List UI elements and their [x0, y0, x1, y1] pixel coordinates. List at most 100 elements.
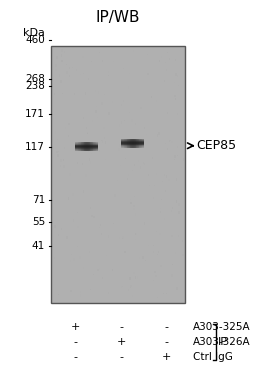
Bar — [174, 95, 176, 97]
Bar — [178, 85, 179, 86]
Text: 171: 171 — [25, 109, 45, 119]
Bar — [153, 280, 154, 281]
Text: -: - — [73, 337, 77, 347]
Bar — [162, 181, 163, 182]
Bar — [148, 245, 149, 246]
Bar — [138, 156, 139, 157]
Bar — [104, 94, 105, 95]
Bar — [65, 128, 66, 129]
Bar — [145, 260, 146, 262]
Bar — [171, 210, 172, 213]
Bar — [139, 257, 140, 259]
Bar — [156, 173, 157, 175]
Bar — [174, 159, 175, 160]
Bar — [122, 237, 123, 239]
Bar — [146, 134, 147, 135]
Bar — [63, 159, 64, 161]
Bar — [54, 225, 56, 228]
Bar — [90, 161, 91, 164]
Bar — [80, 294, 81, 297]
Bar — [156, 100, 157, 102]
Bar — [58, 294, 59, 295]
Text: Ctrl IgG: Ctrl IgG — [193, 352, 233, 362]
Bar — [77, 226, 79, 228]
Bar — [165, 62, 166, 63]
Bar — [183, 254, 184, 256]
Bar — [78, 142, 79, 151]
Bar — [119, 144, 120, 147]
Bar — [63, 165, 65, 168]
Bar — [101, 102, 103, 105]
Bar — [166, 69, 167, 71]
Bar — [167, 148, 168, 150]
Bar — [76, 148, 98, 149]
Bar — [175, 252, 176, 254]
Bar — [134, 164, 135, 166]
Bar — [177, 75, 178, 77]
Bar — [86, 174, 87, 177]
Bar — [127, 138, 128, 148]
Bar — [80, 291, 81, 293]
Text: kDa: kDa — [23, 28, 45, 38]
Bar — [137, 138, 138, 148]
Bar — [124, 119, 125, 121]
Bar — [164, 174, 165, 176]
Bar — [90, 142, 91, 151]
Bar — [130, 285, 132, 287]
Bar — [160, 211, 162, 213]
Bar — [144, 127, 145, 129]
Bar — [83, 267, 84, 269]
Bar — [161, 56, 163, 58]
Bar — [97, 117, 98, 118]
Bar — [76, 142, 77, 151]
Bar — [101, 233, 102, 234]
Bar — [85, 142, 86, 151]
Bar — [95, 142, 96, 151]
Bar — [82, 56, 84, 59]
Bar — [64, 147, 65, 149]
Text: 55: 55 — [32, 217, 45, 227]
Bar — [98, 142, 100, 144]
Bar — [138, 138, 139, 148]
Bar — [83, 142, 84, 151]
Bar — [132, 138, 133, 148]
Bar — [71, 254, 72, 256]
Bar — [81, 142, 82, 151]
Bar — [147, 54, 148, 55]
Bar — [60, 54, 62, 57]
Bar — [87, 132, 88, 134]
Bar — [134, 196, 135, 197]
Bar — [156, 231, 157, 232]
Bar — [161, 265, 162, 267]
Bar — [121, 145, 144, 146]
Bar — [64, 51, 65, 53]
Bar — [83, 73, 84, 75]
Bar — [125, 138, 126, 148]
Bar — [154, 185, 155, 186]
Bar — [102, 60, 103, 62]
Bar — [168, 179, 170, 181]
Bar — [99, 52, 100, 53]
Bar — [102, 277, 103, 279]
Bar — [157, 134, 158, 137]
Text: IP/WB: IP/WB — [96, 10, 140, 26]
Bar — [121, 140, 144, 141]
Bar — [108, 112, 110, 115]
Bar — [76, 150, 98, 151]
Bar — [139, 138, 140, 148]
Bar — [57, 139, 58, 140]
Bar — [100, 224, 101, 226]
Bar — [82, 142, 83, 151]
Bar — [119, 237, 120, 239]
Bar — [166, 175, 167, 178]
Bar — [80, 142, 81, 151]
Bar — [99, 151, 100, 152]
Bar — [76, 143, 98, 144]
Bar — [158, 251, 159, 253]
Bar — [97, 142, 98, 151]
Bar — [74, 93, 75, 95]
Bar — [144, 163, 145, 165]
Bar — [77, 211, 78, 213]
Bar — [123, 68, 124, 69]
Bar — [122, 286, 123, 287]
